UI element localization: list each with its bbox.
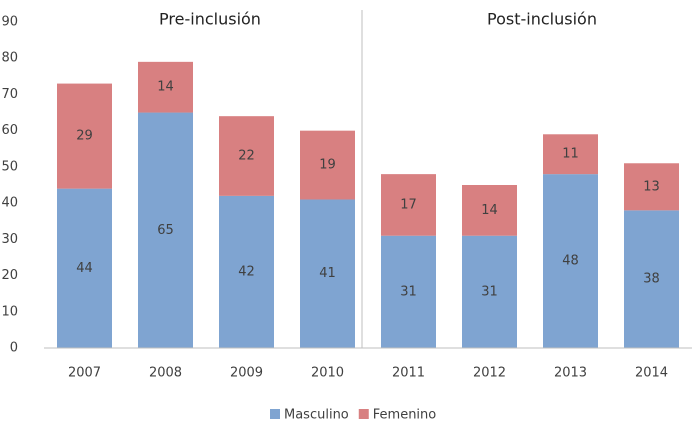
bar-segment: [300, 199, 355, 348]
data-label: 11: [562, 147, 579, 162]
y-tick-label: 0: [10, 341, 18, 356]
x-tick-label: 2008: [149, 366, 182, 381]
data-label: 14: [481, 203, 498, 218]
data-label: 29: [76, 129, 93, 144]
data-label: 42: [238, 264, 255, 279]
data-label: 22: [238, 149, 255, 164]
y-tick-label: 90: [1, 15, 18, 30]
legend-label: Femenino: [373, 408, 437, 423]
bar-segment: [543, 134, 598, 175]
x-tick-label: 2011: [392, 366, 425, 381]
data-label: 38: [643, 272, 660, 287]
bar-segment: [624, 163, 679, 211]
bar-segment: [219, 116, 274, 196]
data-label: 31: [481, 284, 498, 299]
data-label: 65: [157, 223, 174, 238]
bar-segment: [462, 235, 517, 348]
data-label: 41: [319, 266, 336, 281]
bar-segment: [138, 61, 193, 113]
x-tick-label: 2012: [473, 366, 506, 381]
data-label: 44: [76, 261, 93, 276]
data-label: 48: [562, 254, 579, 269]
bar-segment: [138, 112, 193, 348]
y-tick-label: 10: [1, 304, 18, 319]
data-label: 17: [400, 197, 417, 212]
y-tick-label: 50: [1, 159, 18, 174]
y-tick-label: 40: [1, 196, 18, 211]
bar-segment: [57, 188, 112, 348]
legend-swatch: [270, 409, 280, 419]
y-tick-label: 20: [1, 268, 18, 283]
y-tick-label: 60: [1, 123, 18, 138]
x-tick-label: 2010: [311, 366, 344, 381]
x-tick-label: 2009: [230, 366, 263, 381]
bar-segment: [219, 195, 274, 348]
bar-segment: [624, 210, 679, 348]
x-tick-label: 2013: [554, 366, 587, 381]
legend-label: Masculino: [284, 408, 349, 423]
bar-segment: [381, 174, 436, 236]
annotation: Pre-inclusión: [159, 10, 261, 29]
data-label: 13: [643, 179, 660, 194]
y-tick-label: 80: [1, 51, 18, 66]
data-label: 14: [157, 80, 174, 95]
x-tick-label: 2007: [68, 366, 101, 381]
bar-segment: [57, 83, 112, 189]
bar-segment: [300, 130, 355, 200]
x-tick-label: 2014: [635, 366, 668, 381]
data-label: 31: [400, 284, 417, 299]
bar-segment: [381, 235, 436, 348]
y-tick-label: 30: [1, 232, 18, 247]
y-tick-label: 70: [1, 87, 18, 102]
data-label: 19: [319, 158, 336, 173]
legend-swatch: [358, 409, 369, 419]
bar-segment: [543, 174, 598, 348]
bar-segment: [462, 185, 517, 236]
annotation: Post-inclusión: [487, 10, 597, 29]
